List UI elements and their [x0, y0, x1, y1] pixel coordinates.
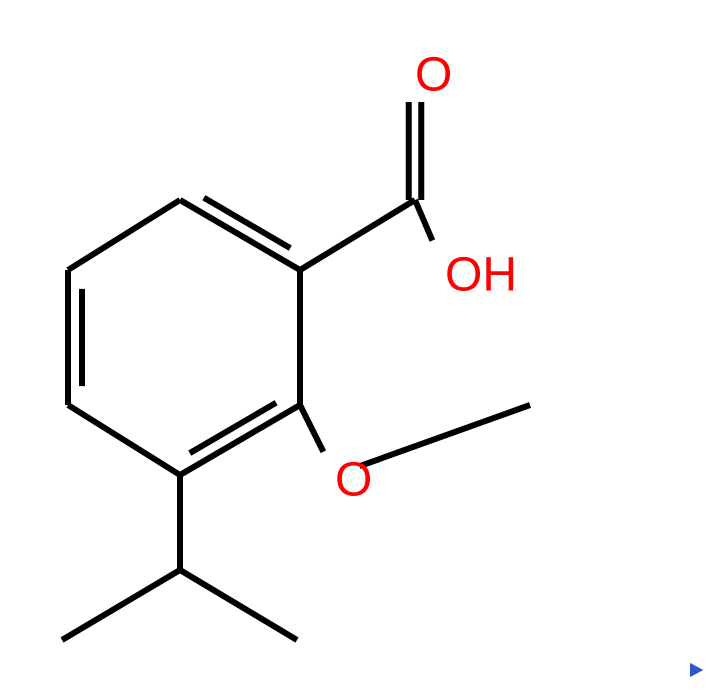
play-arrow-icon: [690, 663, 703, 677]
svg-text:OH: OH: [445, 249, 517, 302]
svg-text:O: O: [415, 49, 452, 102]
molecule-canvas: O OH O: [0, 0, 713, 690]
svg-text:O: O: [335, 454, 372, 507]
